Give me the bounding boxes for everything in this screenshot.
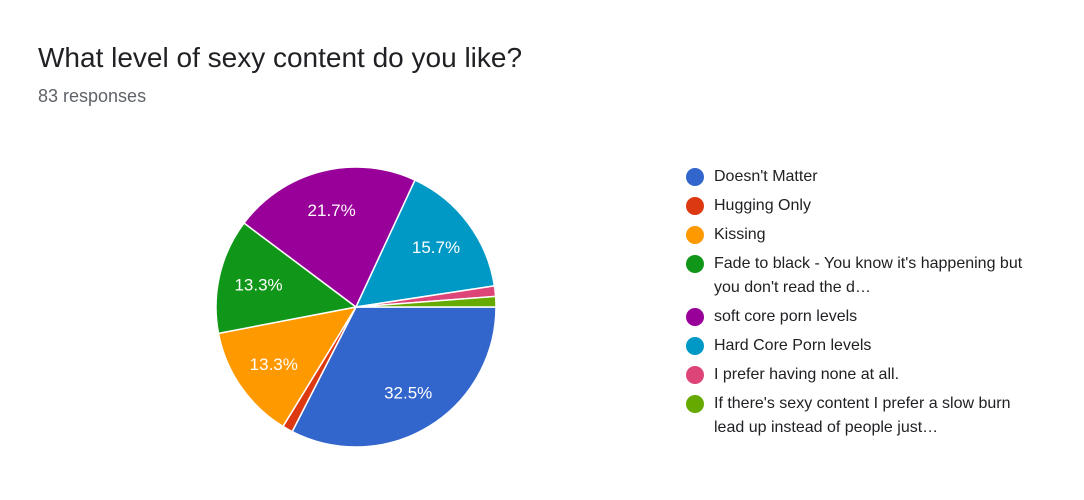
pie-labels: 32.5% 13.3% 13.3% 21.7% 15.7% [234,201,460,402]
legend-swatch-0 [686,168,704,186]
legend-item-1[interactable]: Hugging Only [686,194,1026,218]
legend-label-3: Fade to black - You know it's happening … [714,255,1023,296]
pie-slices [215,166,497,448]
legend-label-5: Hard Core Porn levels [714,337,872,354]
legend-item-3[interactable]: Fade to black - You know it's happening … [686,252,1026,300]
legend-swatch-6 [686,366,704,384]
pie-slice-label-3: 13.3% [234,275,282,294]
legend-item-4[interactable]: soft core porn levels [686,305,1026,329]
legend-label-4: soft core porn levels [714,308,858,325]
pie-slice-label-4: 21.7% [308,201,356,220]
legend-item-7[interactable]: If there's sexy content I prefer a slow … [686,392,1026,440]
pie-slice-label-2: 13.3% [250,355,298,374]
legend-swatch-1 [686,197,704,215]
pie-slice-7 [355,295,497,308]
response-count: 83 responses [38,86,147,106]
legend-swatch-5 [686,337,704,355]
pie-slice-3 [215,221,358,335]
legend-item-5[interactable]: Hard Core Porn levels [686,334,1026,358]
pie-slice-5 [354,179,496,308]
pie-slice-4 [242,166,417,309]
legend-item-0[interactable]: Doesn't Matter [686,165,1026,189]
legend-item-6[interactable]: I prefer having none at all. [686,363,1026,387]
chart-legend: Doesn't Matter Hugging Only Kissing Fade to… [686,165,1026,445]
legend-label-2: Kissing [714,226,766,243]
page-title: What level of sexy content do you like? [38,42,523,73]
legend-label-7: If there's sexy content I prefer a slow … [714,395,1011,436]
pie-slice-0 [291,306,497,448]
legend-swatch-7 [686,395,704,413]
legend-label-1: Hugging Only [714,197,811,214]
legend-item-2[interactable]: Kissing [686,223,1026,247]
pie-slice-label-5: 15.7% [412,238,460,257]
legend-swatch-2 [686,226,704,244]
legend-label-6: I prefer having none at all. [714,366,900,383]
pie-slice-2 [217,305,358,428]
legend-swatch-4 [686,308,704,326]
legend-swatch-3 [686,255,704,273]
legend-label-0: Doesn't Matter [714,168,818,185]
pie-chart: 32.5% 13.3% 13.3% 21.7% 15.7% [215,166,497,448]
pie-slice-label-0: 32.5% [384,383,432,402]
